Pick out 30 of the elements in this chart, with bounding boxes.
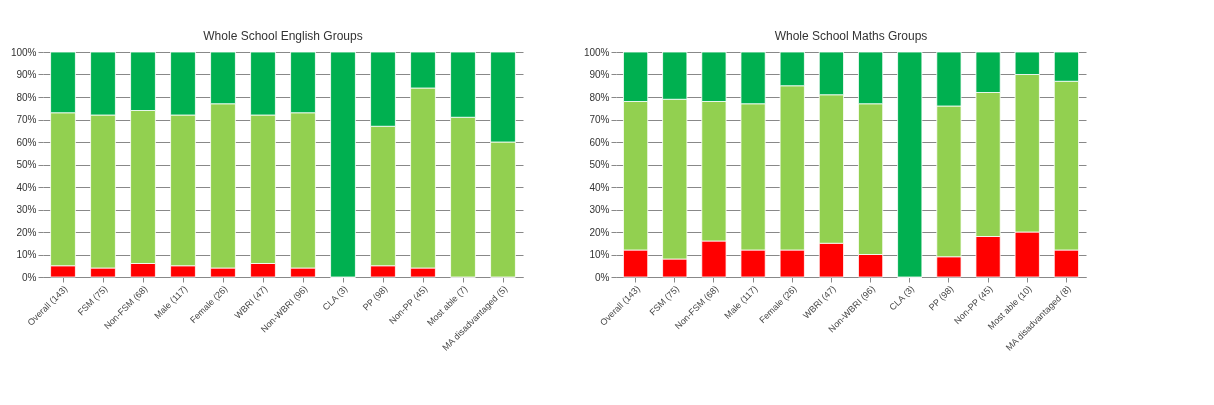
- y-tick-label: 60%: [16, 136, 37, 148]
- y-tick-label: 80%: [589, 91, 610, 103]
- y-tick-label: 80%: [16, 91, 37, 103]
- x-tick-label: CLA (3): [887, 283, 917, 313]
- y-tick-label: 10%: [16, 249, 37, 260]
- y-tick-label: 30%: [589, 204, 610, 215]
- y-tick-label: 90%: [589, 69, 610, 80]
- chart-title: Whole School Maths Groups: [774, 29, 928, 43]
- y-tick-label: 40%: [589, 181, 610, 193]
- y-tick-label: 60%: [589, 136, 610, 148]
- bar: [330, 51, 356, 278]
- y-tick-label: 40%: [16, 181, 37, 193]
- y-tick-label: 50%: [16, 159, 37, 170]
- y-tick-label: 100%: [583, 46, 610, 58]
- y-tick-label: 0%: [595, 271, 610, 283]
- y-tick-label: 90%: [16, 69, 37, 80]
- y-tick-label: 70%: [16, 114, 37, 125]
- chart-title: Whole School English Groups: [203, 29, 363, 43]
- y-tick-label: 20%: [589, 226, 610, 238]
- bar: [897, 51, 923, 278]
- x-tick-label: CLA (3): [320, 283, 350, 313]
- y-tick-label: 10%: [589, 249, 610, 260]
- y-tick-label: 30%: [16, 204, 37, 215]
- y-tick-label: 50%: [589, 159, 610, 170]
- y-tick-label: 70%: [589, 114, 610, 125]
- y-tick-label: 20%: [16, 226, 37, 238]
- y-tick-label: 0%: [22, 271, 37, 283]
- x-tick-label: PP (98): [360, 283, 390, 313]
- x-tick-label: PP (98): [926, 283, 956, 313]
- y-tick-label: 100%: [10, 46, 37, 58]
